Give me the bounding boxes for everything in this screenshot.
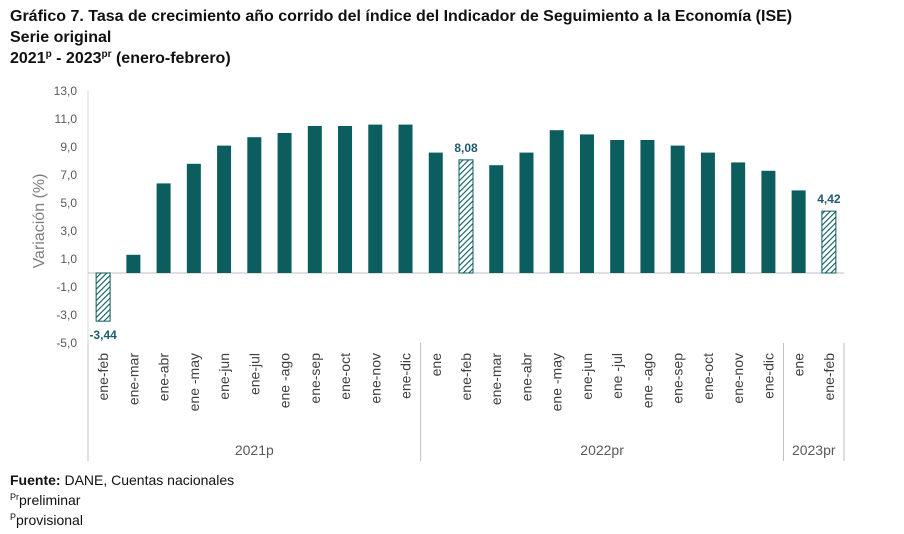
bar [277, 133, 292, 273]
bar [217, 145, 232, 273]
bar [610, 140, 625, 273]
bar [126, 254, 141, 273]
highlighted-bar [458, 159, 474, 274]
chart-title: Gráfico 7. Tasa de crecimiento año corri… [10, 8, 793, 25]
bar [761, 170, 776, 273]
y-tick-label: -1,0 [56, 280, 77, 294]
y-tick-label: -5,0 [56, 336, 77, 350]
x-category-label: ene-nov [730, 353, 746, 404]
y-tick-label: 13,0 [54, 84, 78, 98]
chart-subtitle: Serie original [10, 29, 112, 46]
highlighted-bar [821, 210, 837, 274]
x-category-label: ene-dic [398, 353, 414, 399]
bar [338, 126, 353, 273]
data-label: 4,42 [817, 192, 841, 206]
period-end-year: - 2023 [51, 50, 102, 67]
x-category-label: ene-jun [579, 353, 595, 400]
bar [428, 152, 443, 273]
x-category-label: ene-feb [458, 353, 474, 401]
y-axis-title: Variación (%) [31, 174, 48, 269]
x-category-label: ene-nov [367, 353, 383, 404]
y-tick-label: 9,0 [60, 140, 77, 154]
x-category-label: ene [791, 353, 807, 377]
x-category-label: ene-dic [760, 353, 776, 399]
x-category-label: ene [428, 353, 444, 377]
bar [731, 162, 746, 273]
provisional-text: provisional [16, 512, 83, 528]
x-category-label: ene-feb [95, 353, 111, 401]
y-tick-label: 5,0 [60, 196, 77, 210]
preliminary-note: Prpreliminar [10, 490, 234, 510]
bar [186, 163, 201, 273]
bar [579, 134, 594, 273]
x-category-label: ene-mar [488, 353, 504, 405]
period-start-year: 2021 [10, 50, 46, 67]
x-group-label: 2022pr [580, 442, 624, 458]
bar [398, 124, 413, 273]
period-start-sup: p [45, 49, 52, 60]
x-category-label: ene-sep [307, 353, 323, 404]
bar-chart: 13,0 11,0 9,0 7,0 5,0 3,0 1,0 -1,0 -3,0 -5,0 Varia… [31, 84, 845, 461]
bar [791, 190, 806, 273]
preliminary-text: preliminar [19, 492, 81, 508]
bar [307, 126, 322, 273]
bar [368, 124, 383, 273]
x-category-label: ene -may [549, 353, 565, 411]
provisional-sup: P [10, 512, 17, 522]
x-group-label: 2023pr [792, 442, 836, 458]
chart-period: 2021p - 2023pr (enero-febrero) [10, 48, 894, 69]
x-category-label: ene -ago [639, 353, 655, 408]
bar [156, 183, 171, 273]
x-category-label: ene-oct [700, 353, 716, 400]
x-category-label: ene-abr [156, 353, 172, 402]
chart-title-block: Gráfico 7. Tasa de crecimiento año corri… [10, 6, 894, 69]
source-label: Fuente: [10, 472, 61, 488]
bar [519, 152, 534, 273]
x-category-label: ene-mar [125, 353, 141, 405]
data-label: -3,44 [89, 328, 117, 342]
preliminary-sup: Pr [10, 492, 19, 502]
x-category-label: ene-feb [821, 353, 837, 401]
bar [489, 165, 504, 273]
chart-notes: Fuente: DANE, Cuentas nacionales Prpreli… [10, 470, 234, 530]
x-category-label: ene-abr [518, 353, 534, 402]
x-category-label: ene-oct [337, 353, 353, 400]
y-tick-label: -3,0 [56, 308, 77, 322]
x-group-label: 2021p [235, 442, 274, 458]
x-category-label: ene -jul [609, 353, 625, 399]
y-tick-label: 7,0 [60, 168, 77, 182]
bar [247, 137, 262, 273]
period-months: (enero-febrero) [111, 50, 231, 67]
y-tick-label: 1,0 [60, 252, 77, 266]
data-label: 8,08 [454, 141, 478, 155]
period-end-sup: pr [101, 49, 112, 60]
x-category-label: ene -ago [277, 353, 293, 408]
highlighted-bar [95, 272, 111, 322]
bar [700, 152, 715, 273]
y-tick-label: 11,0 [55, 112, 78, 126]
bar [640, 140, 655, 273]
bar [670, 145, 685, 273]
x-category-label: ene-sep [670, 353, 686, 404]
x-category-label: ene-jun [216, 353, 232, 400]
x-category-label: ene -may [186, 353, 202, 411]
source-text: DANE, Cuentas nacionales [60, 472, 235, 488]
x-category-label: ene-jul [246, 353, 262, 395]
source-note: Fuente: DANE, Cuentas nacionales [10, 470, 234, 490]
bar [549, 130, 564, 273]
provisional-note: Pprovisional [10, 510, 234, 530]
y-tick-label: 3,0 [60, 224, 77, 238]
